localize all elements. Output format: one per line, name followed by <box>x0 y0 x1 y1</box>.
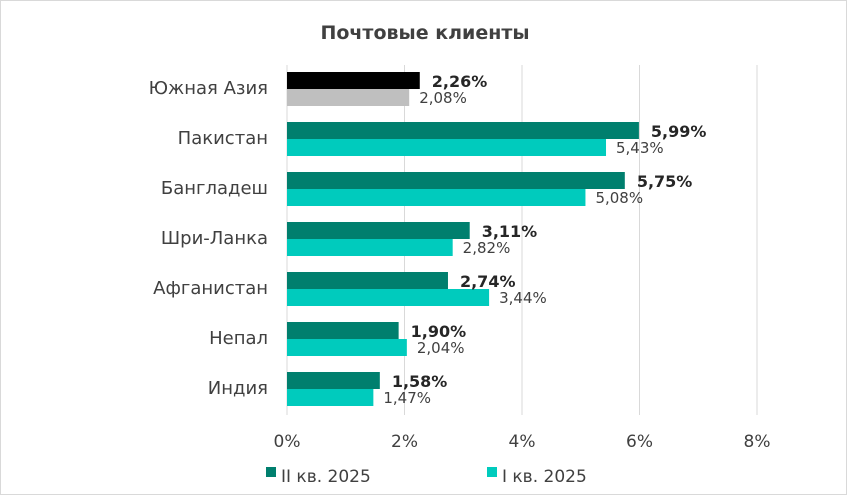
data-label-q1: 2,82% <box>463 239 511 257</box>
category-label: Бангладеш <box>161 178 268 199</box>
bar-q2 <box>287 322 399 339</box>
bar-q1 <box>287 339 407 356</box>
data-label-q1: 2,04% <box>417 339 465 357</box>
data-label-q2: 5,75% <box>637 172 693 191</box>
bar-q1 <box>287 89 410 106</box>
category-label: Афганистан <box>153 278 268 299</box>
bar-q1 <box>287 239 453 256</box>
x-axis-ticks: 0% 2% 4% 6% 8% <box>274 432 771 452</box>
x-tick-label: 8% <box>744 432 771 452</box>
data-label-q2: 3,11% <box>482 222 538 241</box>
bar-q2 <box>287 222 470 239</box>
bars <box>287 72 639 406</box>
category-label: Пакистан <box>178 128 268 149</box>
bar-q1 <box>287 189 586 206</box>
category-label: Южная Азия <box>149 78 268 99</box>
legend-label-q2: II кв. 2025 <box>281 467 371 487</box>
data-label-q2: 1,58% <box>392 372 448 391</box>
legend-swatch-q1 <box>487 467 497 477</box>
data-label-q1: 5,08% <box>595 189 643 207</box>
data-labels: 2,26%2,08% 5,99%5,43% 5,75%5,08% 3,11%2,82%… <box>383 72 706 407</box>
bar-q1 <box>287 389 374 406</box>
bar-q2 <box>287 372 380 389</box>
data-label-q1: 1,47% <box>383 389 431 407</box>
x-tick-label: 2% <box>391 432 418 452</box>
data-label-q1: 2,08% <box>419 89 467 107</box>
legend: II кв. 2025 I кв. 2025 <box>266 467 587 487</box>
data-label-q1: 3,44% <box>499 289 547 307</box>
category-label: Индия <box>208 378 268 399</box>
data-label-q2: 5,99% <box>651 122 707 141</box>
bar-q2 <box>287 172 625 189</box>
x-tick-label: 6% <box>626 432 653 452</box>
data-label-q2: 1,90% <box>411 322 467 341</box>
data-label-q2: 2,26% <box>432 72 488 91</box>
bar-q2 <box>287 272 448 289</box>
legend-label-q1: I кв. 2025 <box>502 467 587 487</box>
data-label-q1: 5,43% <box>616 139 664 157</box>
x-tick-label: 4% <box>509 432 536 452</box>
category-labels: Южная Азия Пакистан Бангладеш Шри-Ланка Афга… <box>149 78 268 399</box>
x-tick-label: 0% <box>274 432 301 452</box>
category-label: Непал <box>209 328 268 349</box>
legend-swatch-q2 <box>266 467 276 477</box>
category-label: Шри-Ланка <box>161 228 268 249</box>
bar-q2 <box>287 72 420 89</box>
data-label-q2: 2,74% <box>460 272 516 291</box>
chart-title: Почтовые клиенты <box>320 22 529 44</box>
bar-q2 <box>287 122 639 139</box>
bar-q1 <box>287 289 490 306</box>
bar-q1 <box>287 139 607 156</box>
